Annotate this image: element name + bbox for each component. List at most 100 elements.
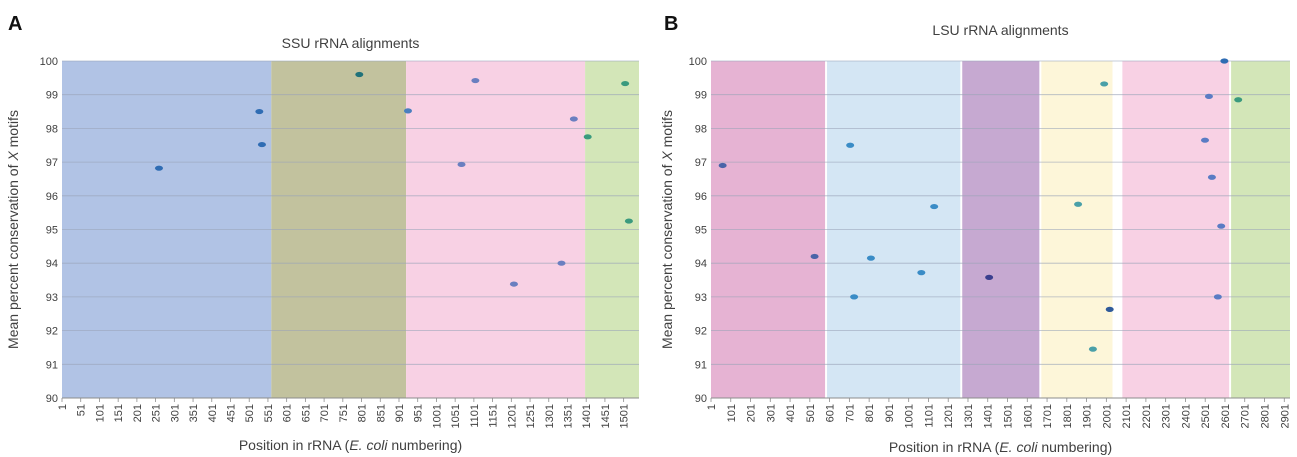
x-tick-label: 1701	[1042, 404, 1054, 428]
x-tick-label: 151	[113, 404, 125, 422]
x-tick-label: 2601	[1220, 404, 1232, 428]
data-point	[1200, 137, 1209, 143]
data-point	[471, 77, 480, 84]
y-tick-label: 99	[46, 90, 58, 102]
y-tick-label: 93	[695, 292, 707, 304]
x-tick-label: 1251	[525, 404, 537, 428]
x-tick-label: 301	[765, 404, 777, 422]
x-tick-label: 501	[244, 404, 256, 422]
y-tick-label: 97	[46, 157, 58, 169]
chart-title: LSU rRNA alignments	[932, 22, 1068, 38]
data-point	[718, 162, 727, 169]
chart-panel-a: A SSU rRNA alignments 90 91 92 93 94 95 96 97 98 99…	[5, 13, 639, 453]
x-tick-label: 501	[805, 404, 817, 422]
x-tick-label: 651	[300, 404, 312, 422]
x-tick-label: 1451	[600, 404, 612, 428]
x-tick-label: 951	[413, 404, 425, 422]
y-tick-label: 94	[46, 258, 58, 270]
data-point	[1220, 58, 1229, 64]
data-point	[1204, 93, 1213, 99]
y-axis-label: Mean percent conservation of X motifs	[5, 110, 21, 349]
data-point	[1217, 223, 1226, 229]
x-tick-label: 401	[207, 404, 219, 422]
y-tick-label: 100	[689, 56, 707, 68]
y-tick-label: 96	[46, 191, 58, 203]
x-tick-label: 2501	[1200, 404, 1212, 428]
y-axis-label: Mean percent conservation of X motifs	[659, 110, 675, 349]
chart-title: SSU rRNA alignments	[282, 35, 420, 51]
x-tick-label: 701	[319, 404, 331, 422]
panel-letter: B	[664, 13, 678, 35]
x-tick-label: 851	[375, 404, 387, 422]
x-tick-label: 2801	[1259, 404, 1271, 428]
x-tick-label: 1301	[544, 404, 556, 428]
x-axis-label: Position in rRNA (E. coli numbering)	[239, 437, 462, 453]
data-point	[1105, 306, 1114, 312]
y-tick-label: 90	[46, 393, 58, 405]
x-tick-label: 251	[151, 404, 163, 422]
y-tick-label: 95	[695, 225, 707, 237]
data-point	[509, 281, 518, 287]
data-point	[569, 116, 578, 122]
data-point	[1074, 201, 1083, 207]
y-tick-label: 100	[40, 56, 58, 68]
x-tick-label: 2901	[1279, 404, 1291, 428]
x-tick-label: 601	[282, 404, 294, 422]
x-tick-label: 901	[394, 404, 406, 422]
x-tick-label: 1901	[1082, 404, 1094, 428]
data-point	[985, 274, 994, 280]
y-tick-label: 98	[46, 123, 58, 135]
data-point	[850, 294, 859, 300]
data-point	[154, 165, 163, 171]
panel-letter: A	[8, 13, 22, 35]
x-axis-label: Position in rRNA (E. coli numbering)	[889, 439, 1112, 455]
y-tick-label: 98	[695, 123, 707, 135]
x-tick-label: 101	[726, 404, 738, 422]
x-tick-label: 1801	[1062, 404, 1074, 428]
x-tick-label: 51	[76, 404, 88, 416]
x-tick-label: 1001	[904, 404, 916, 428]
x-tick-label: 1001	[431, 404, 443, 428]
data-point	[457, 161, 466, 168]
y-tick-label: 92	[695, 326, 707, 338]
y-tick-label: 95	[46, 225, 58, 237]
x-tick-label: 1101	[469, 404, 481, 428]
x-tick-label: 1	[706, 404, 718, 410]
x-tick-label: 301	[169, 404, 181, 422]
data-point	[1088, 346, 1097, 352]
x-tick-label: 1151	[488, 404, 500, 428]
x-tick-label: 1051	[450, 404, 462, 428]
x-tick-label: 801	[357, 404, 369, 422]
x-tick-label: 701	[844, 404, 856, 422]
y-tick-label: 93	[46, 292, 58, 304]
x-tick-label: 2101	[1121, 404, 1133, 428]
data-point	[624, 218, 633, 224]
x-tick-label: 201	[746, 404, 758, 422]
x-tick-label: 1501	[619, 404, 631, 428]
data-point	[621, 80, 630, 87]
x-tick-label: 751	[338, 404, 350, 422]
x-tick-label: 801	[864, 404, 876, 422]
x-tick-label: 451	[225, 404, 237, 422]
x-tick-label: 101	[94, 404, 106, 422]
y-tick-label: 94	[695, 258, 707, 270]
data-point	[810, 253, 819, 260]
data-point	[1100, 81, 1109, 87]
x-tick-label: 1401	[581, 404, 593, 428]
data-point	[1234, 97, 1243, 103]
x-tick-label: 2301	[1161, 404, 1173, 428]
x-tick-label: 2701	[1240, 404, 1252, 428]
data-point	[917, 270, 926, 276]
x-tick-label: 601	[825, 404, 837, 422]
x-tick-label: 1401	[983, 404, 995, 428]
x-tick-label: 351	[188, 404, 200, 422]
data-point	[583, 134, 592, 140]
y-tick-label: 90	[695, 393, 707, 405]
x-tick-label: 551	[263, 404, 275, 422]
x-tick-label: 1301	[963, 404, 975, 428]
data-point	[403, 108, 412, 114]
x-tick-label: 1351	[562, 404, 574, 428]
x-tick-label: 901	[884, 404, 896, 422]
data-point	[930, 203, 939, 210]
